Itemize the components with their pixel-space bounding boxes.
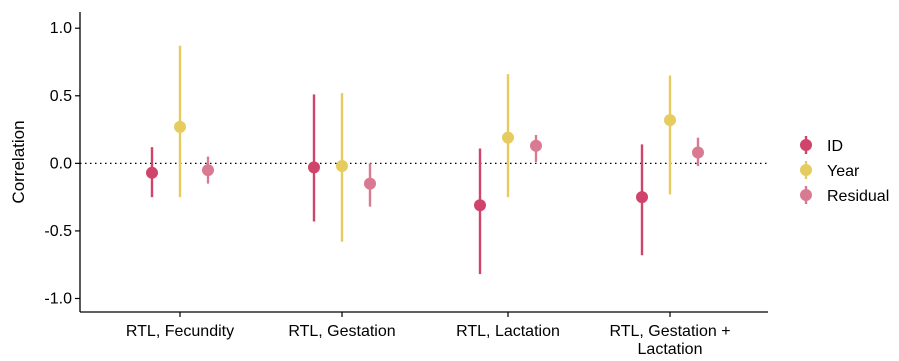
point-year	[336, 160, 348, 173]
x-tick-label: RTL, Gestation +	[609, 323, 730, 340]
y-axis-title: Correlation	[9, 120, 28, 203]
legend-key-point	[800, 139, 812, 151]
legend-label: ID	[827, 138, 843, 155]
point-year	[664, 114, 676, 127]
data-marks	[146, 45, 704, 275]
x-tick-label: RTL, Gestation	[288, 323, 395, 340]
point-residual	[202, 164, 214, 177]
axes: 1.0 0.5 0.0 -0.5 -1.0 Correlation RTL, Fecundi…	[9, 12, 768, 358]
legend: ID Year Residual	[800, 136, 889, 205]
y-tick-label: -1.0	[44, 290, 72, 307]
legend-key-point	[800, 189, 812, 201]
y-tick-label: 0.0	[50, 155, 72, 172]
point-year	[502, 131, 514, 144]
legend-key-point	[800, 164, 812, 176]
y-tick-label: 1.0	[50, 20, 72, 37]
legend-label: Year	[827, 163, 860, 180]
y-tick-label: 0.5	[50, 88, 72, 105]
y-tick-label: -0.5	[44, 223, 72, 240]
point-id	[146, 166, 158, 179]
legend-label: Residual	[827, 188, 889, 205]
point-id	[474, 199, 486, 212]
point-id	[308, 161, 320, 174]
point-residual	[364, 177, 376, 190]
point-year	[174, 120, 186, 133]
point-id	[636, 191, 648, 204]
x-tick-label: RTL, Lactation	[456, 323, 560, 340]
x-tick-label: RTL, Fecundity	[126, 323, 234, 340]
x-tick-label: Lactation	[638, 341, 703, 358]
point-residual	[692, 146, 704, 159]
point-residual	[530, 139, 542, 152]
